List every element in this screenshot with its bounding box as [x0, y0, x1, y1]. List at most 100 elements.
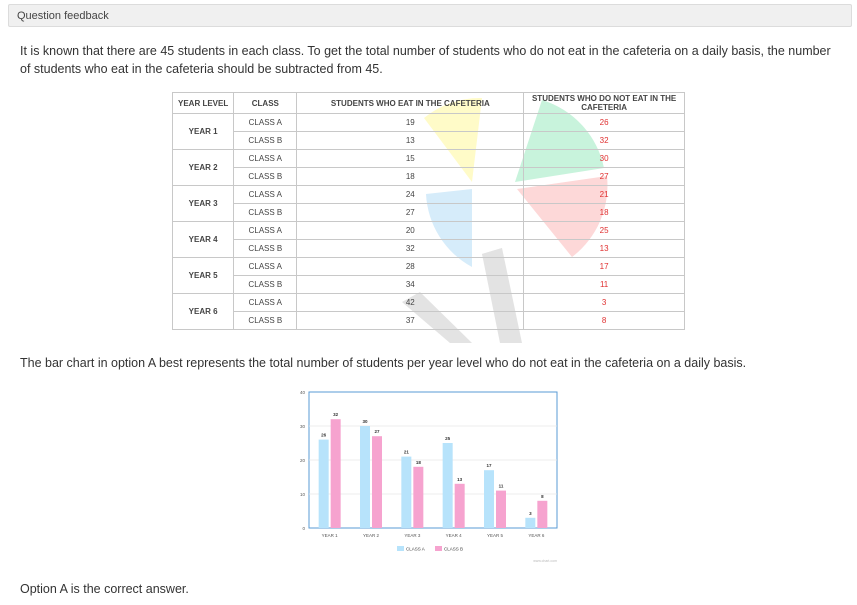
bar-class-a — [525, 517, 536, 528]
not-eat-count-cell: 32 — [523, 131, 685, 150]
not-eat-count-cell: 8 — [523, 311, 685, 330]
not-eat-count-cell: 30 — [523, 149, 685, 168]
legend-swatch — [435, 546, 442, 551]
table-row: CLASS B 13 32 — [173, 131, 685, 150]
feedback-header-title: Question feedback — [17, 10, 109, 22]
data-label: 18 — [416, 460, 422, 465]
data-label: 13 — [457, 477, 463, 482]
table-row: CLASS B 32 13 — [173, 239, 685, 258]
table-row: CLASS B 34 11 — [173, 275, 685, 294]
class-cell: CLASS A — [233, 185, 298, 204]
not-eat-count-cell: 21 — [523, 185, 685, 204]
x-tick-label: YEAR 2 — [363, 533, 380, 538]
not-eat-count-cell: 13 — [523, 239, 685, 258]
bar-chart-svg: 0 10 20 30 40 26 32 YEAR 1 30 27 YEAR 2 21 18 YEAR 3 2… — [300, 390, 558, 563]
eat-count-cell: 37 — [296, 311, 525, 330]
table-row: YEAR 5 CLASS A 28 17 — [171, 257, 685, 294]
y-tick-label: 10 — [300, 492, 306, 497]
class-cell: CLASS B — [233, 275, 298, 294]
eat-count-cell: 34 — [296, 275, 525, 294]
y-tick-label: 40 — [300, 390, 306, 395]
table-header-row: YEAR LEVEL CLASS STUDENTS WHO EAT IN THE… — [171, 92, 685, 114]
bar-class-b — [330, 419, 341, 528]
bar-class-a — [318, 439, 329, 528]
header-class: CLASS — [233, 92, 298, 114]
table-row: YEAR 4 CLASS A 20 25 — [171, 221, 685, 258]
year-level-cell: YEAR 3 — [171, 185, 235, 222]
bar-class-b — [496, 490, 506, 528]
feedback-header: Question feedback — [8, 4, 852, 27]
header-eat: STUDENTS WHO EAT IN THE CAFETERIA — [296, 92, 525, 114]
class-cell: CLASS B — [233, 311, 298, 330]
bar-class-a — [484, 470, 494, 528]
class-cell: CLASS A — [233, 221, 298, 240]
eat-count-cell: 32 — [296, 239, 525, 258]
year-level-cell: YEAR 6 — [171, 293, 235, 330]
x-tick-label: YEAR 3 — [404, 533, 421, 538]
x-tick-label: YEAR 5 — [487, 533, 504, 538]
bar-class-a — [360, 426, 370, 528]
bar-class-b — [413, 466, 424, 528]
table-row: CLASS B 27 18 — [173, 203, 685, 222]
header-not-eat: STUDENTS WHO DO NOT EAT IN THE CAFETERIA — [523, 92, 685, 114]
bar-class-a — [442, 443, 453, 528]
class-cell: CLASS B — [233, 203, 298, 222]
data-label: 32 — [333, 412, 339, 417]
data-label: 27 — [374, 429, 380, 434]
data-label: 8 — [541, 494, 544, 499]
year-level-cell: YEAR 5 — [171, 257, 235, 294]
table-row: CLASS B 37 8 — [173, 311, 685, 330]
bar-class-b — [372, 436, 382, 528]
not-eat-count-cell: 3 — [523, 293, 685, 312]
table-row: YEAR 2 CLASS A 15 30 — [171, 149, 685, 186]
eat-count-cell: 20 — [296, 221, 525, 240]
class-cell: CLASS B — [233, 167, 298, 186]
bar-class-b — [537, 500, 548, 528]
data-label: 21 — [404, 450, 410, 455]
data-label: 26 — [321, 433, 327, 438]
year-level-cell: YEAR 1 — [171, 113, 235, 150]
eat-count-cell: 28 — [296, 257, 525, 276]
class-cell: CLASS A — [233, 293, 298, 312]
answer-text: Option A is the correct answer. — [20, 582, 189, 596]
data-label: 17 — [486, 463, 492, 468]
not-eat-count-cell: 25 — [523, 221, 685, 240]
x-tick-label: YEAR 6 — [528, 533, 545, 538]
class-cell: CLASS A — [233, 257, 298, 276]
table-row: YEAR 1 CLASS A 19 26 — [171, 113, 685, 150]
legend-label: CLASS A — [406, 547, 425, 552]
class-cell: CLASS B — [233, 131, 298, 150]
not-eat-count-cell: 18 — [523, 203, 685, 222]
bar-class-a — [401, 456, 412, 528]
data-label: 25 — [445, 436, 451, 441]
legend-swatch — [397, 546, 404, 551]
x-tick-label: YEAR 1 — [322, 533, 339, 538]
not-eat-count-cell: 11 — [523, 275, 685, 294]
year-level-cell: YEAR 4 — [171, 221, 235, 258]
eat-count-cell: 24 — [296, 185, 525, 204]
class-cell: CLASS B — [233, 239, 298, 258]
feedback-intro: It is known that there are 45 students i… — [20, 44, 831, 76]
eat-count-cell: 42 — [296, 293, 525, 312]
data-label: 3 — [529, 511, 532, 516]
chart-credit: www.chart.com — [533, 559, 557, 563]
feedback-conclusion: The bar chart in option A best represent… — [20, 356, 747, 370]
header-year-level: YEAR LEVEL — [171, 92, 235, 114]
y-tick-label: 20 — [300, 458, 306, 463]
data-label: 11 — [499, 484, 504, 489]
table-row: YEAR 6 CLASS A 42 3 — [171, 293, 685, 330]
data-label: 30 — [362, 419, 368, 424]
table-row: YEAR 3 CLASS A 24 21 — [171, 185, 685, 222]
not-eat-count-cell: 17 — [523, 257, 685, 276]
data-table-container: YEAR LEVEL CLASS STUDENTS WHO EAT IN THE… — [171, 92, 685, 343]
bar-chart: 0 10 20 30 40 26 32 YEAR 1 30 27 YEAR 2 21 18 YEAR 3 2… — [285, 382, 565, 572]
eat-count-cell: 27 — [296, 203, 525, 222]
x-tick-label: YEAR 4 — [446, 533, 463, 538]
cafeteria-table: YEAR LEVEL CLASS STUDENTS WHO EAT IN THE… — [171, 92, 685, 330]
table-row: CLASS B 18 27 — [173, 167, 685, 186]
eat-count-cell: 19 — [296, 113, 525, 132]
eat-count-cell: 15 — [296, 149, 525, 168]
not-eat-count-cell: 26 — [523, 113, 685, 132]
eat-count-cell: 18 — [296, 167, 525, 186]
bar-class-b — [454, 483, 465, 528]
